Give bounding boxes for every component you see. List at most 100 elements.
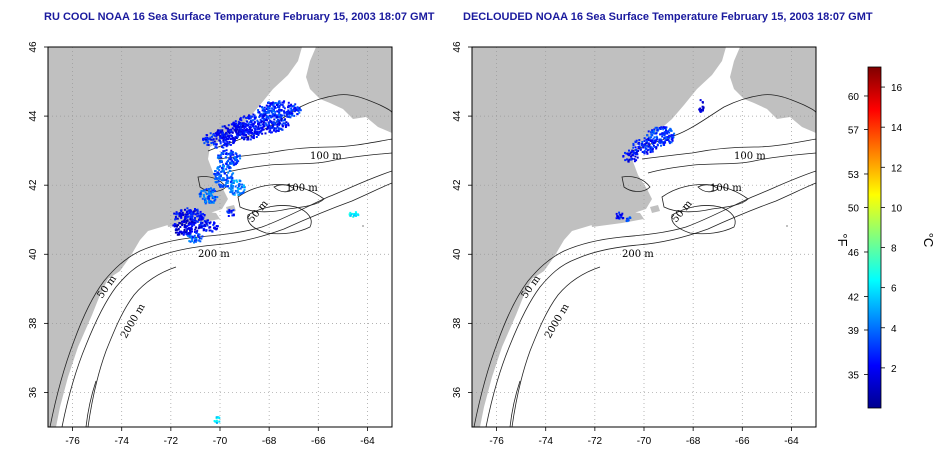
sst-pixel [281, 123, 284, 126]
sst-pixel [645, 142, 648, 145]
sst-pixel [204, 197, 207, 200]
sst-pixel [222, 184, 225, 187]
sst-pixel [249, 126, 252, 129]
sst-pixel [287, 101, 290, 104]
celsius-tick-label: 2 [891, 364, 897, 375]
sst-pixel [278, 100, 280, 103]
sst-pixel [273, 102, 276, 105]
sst-pixel [236, 180, 239, 183]
sst-pixel [219, 129, 221, 132]
lon-tick-label: -66 [311, 436, 326, 447]
sst-pixel [173, 223, 176, 225]
sst-pixel [249, 138, 252, 141]
sst-pixel [207, 197, 210, 200]
sst-pixel [234, 129, 237, 132]
sst-pixel [216, 133, 218, 136]
sst-pixel [223, 179, 226, 182]
sst-pixel [197, 214, 200, 217]
sst-pixel [664, 127, 667, 130]
sst-pixel [252, 133, 255, 136]
sst-pixel [287, 105, 290, 108]
sst-pixel [625, 219, 628, 222]
sst-pixel [213, 420, 216, 422]
sst-pixel [246, 120, 249, 123]
sst-pixel [187, 224, 190, 227]
sst-pixel [229, 158, 232, 161]
sst-pixel [219, 135, 222, 138]
sst-pixel [670, 134, 673, 137]
sst-pixel [209, 132, 212, 135]
sst-pixel [249, 115, 252, 118]
sst-pixel [635, 151, 638, 154]
land-region [730, 47, 816, 133]
sst-pixel [278, 128, 280, 131]
isobath-contour [207, 94, 392, 152]
sst-pixel [272, 126, 275, 129]
sst-pixel [650, 130, 653, 133]
sst-pixel [267, 101, 270, 104]
lon-tick-label: -68 [262, 436, 277, 447]
sst-pixel [242, 185, 245, 188]
sst-pixel [243, 132, 246, 135]
sst-pixel [670, 141, 673, 144]
sst-pixel [191, 220, 194, 223]
celsius-tick-label: 8 [891, 244, 897, 255]
sst-pixel [652, 129, 655, 132]
sst-pixel [222, 185, 224, 188]
lon-tick-label: -72 [588, 436, 603, 447]
sst-pixel [206, 220, 209, 223]
sst-pixel [186, 207, 189, 210]
sst-pixel [269, 103, 272, 106]
sst-pixel [225, 174, 228, 177]
sst-pixel [182, 233, 185, 236]
fahrenheit-ticks: 60 57 53 50 46 42 39 35 [848, 92, 868, 382]
sst-pixel [188, 212, 191, 215]
sst-pixel [223, 125, 226, 128]
sst-pixel [232, 157, 235, 160]
sst-pixel [246, 117, 248, 119]
sst-pixel [237, 132, 240, 135]
sst-pixel [652, 132, 655, 134]
sst-pixel [267, 106, 270, 109]
sst-pixel [256, 119, 259, 122]
sst-pixel [264, 112, 267, 115]
sst-pixel [222, 139, 225, 142]
sst-pixel [272, 112, 274, 115]
sst-pixel [216, 178, 219, 181]
sst-pixel [266, 116, 269, 118]
sst-pixel [222, 143, 225, 146]
sst-pixel [184, 213, 187, 216]
sst-pixel [277, 102, 280, 105]
sst-pixel [208, 198, 211, 201]
sst-pixel [262, 125, 265, 128]
sst-pixel [265, 128, 268, 131]
sst-pixel [255, 131, 257, 134]
sst-pixel [225, 137, 228, 140]
sst-pixel [186, 233, 189, 235]
sst-pixel [189, 227, 192, 230]
sst-pixel [274, 113, 277, 116]
sst-pixel [230, 128, 233, 131]
sst-pixel [649, 138, 652, 141]
sst-pixel [268, 114, 271, 117]
sst-pixel [184, 218, 186, 221]
sst-pixel [259, 124, 262, 127]
sst-pixel [229, 130, 232, 133]
sst-pixel [202, 194, 205, 196]
sst-pixel [668, 140, 671, 143]
sst-pixel [268, 105, 271, 107]
sst-pixel [293, 104, 296, 107]
sst-pixel [217, 133, 220, 136]
sst-pixel [660, 141, 663, 144]
sst-pixel [283, 110, 285, 113]
sst-pixel [275, 102, 278, 105]
sst-pixel [626, 158, 628, 161]
sst-pixel [212, 201, 215, 204]
sst-pixel [651, 129, 654, 132]
sst-pixel [274, 110, 277, 113]
sst-pixel [241, 132, 244, 135]
sst-pixel [221, 170, 224, 173]
sst-pixel [224, 183, 227, 186]
sst-pixel [260, 129, 263, 132]
sst-pixel [226, 153, 229, 156]
